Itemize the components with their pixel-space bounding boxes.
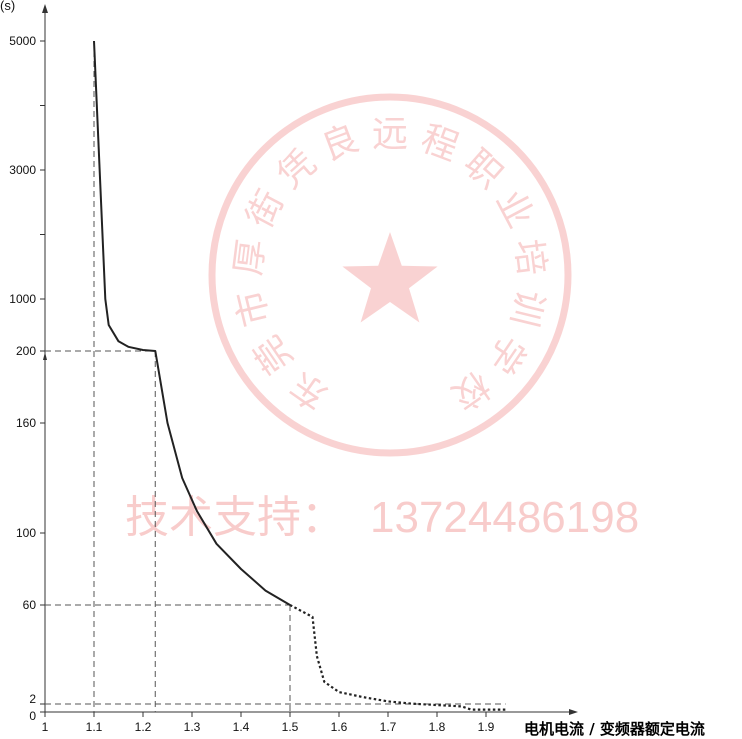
x-tick-label: 1.7 — [380, 720, 397, 734]
seal-char: 良 — [316, 118, 364, 169]
series-line-dotted — [289, 604, 506, 711]
x-tick-label: 1.5 — [282, 720, 299, 734]
y-tick-label: 1000 — [9, 292, 36, 306]
y-tick-label: 60 — [23, 598, 37, 612]
seal-char: 培 — [507, 237, 552, 278]
seal-star-icon — [342, 232, 438, 323]
series-line-solid — [93, 40, 291, 606]
y-tick-label: 200 — [16, 344, 36, 358]
x-tick-label: 1.3 — [184, 720, 201, 734]
y-tick-label: 5000 — [9, 34, 36, 48]
watermark-seal: 东莞市厚街凭良远程职业培训学校 — [208, 93, 572, 457]
y-tick-label: 0 — [29, 709, 36, 723]
x-tick-label: 1.1 — [86, 720, 103, 734]
seal-char: 训 — [502, 286, 550, 331]
y-tick-label: 3000 — [9, 163, 36, 177]
y-tick-label: 100 — [16, 526, 36, 540]
seal-char: 远 — [372, 114, 408, 155]
seal-char: 业 — [488, 184, 541, 235]
y-axis-break-arrow-icon — [43, 352, 47, 360]
x-ticks: 1 1.1 1.2 1.3 1.4 1.5 1.6 1.7 1.8 1.9 — [42, 712, 495, 734]
axes — [42, 4, 578, 715]
y-ticks: 0 2 60 100 160 200 1000 3000 5000 — [9, 34, 45, 723]
x-axis-title: 电机电流 / 变频器额定电流 — [524, 720, 705, 738]
seal-ring — [208, 93, 572, 457]
x-tick-label: 1.4 — [233, 720, 250, 734]
x-tick-label: 1.8 — [429, 720, 446, 734]
seal-char: 东 — [283, 363, 336, 417]
seal-char: 市 — [229, 286, 277, 331]
y-tick-label: 160 — [16, 416, 36, 430]
y-tick-label: 2 — [29, 692, 36, 706]
support-watermark: 技术支持： 13724486198 — [125, 492, 639, 543]
seal-char: 程 — [416, 118, 464, 169]
support-label: 技术支持： — [125, 492, 345, 543]
seal-char: 街 — [239, 184, 292, 235]
y-axis-arrow-icon — [42, 4, 48, 13]
x-tick-label: 1.9 — [478, 720, 495, 734]
x-tick-label: 1.6 — [331, 720, 348, 734]
seal-char: 莞 — [247, 328, 301, 381]
seal-char: 学 — [479, 328, 533, 381]
y-axis-unit: (s) — [0, 0, 15, 13]
seal-char: 职 — [456, 142, 510, 197]
seal-char: 校 — [444, 363, 497, 417]
x-tick-label: 1 — [42, 720, 49, 734]
seal-char: 厚 — [228, 237, 273, 278]
x-tick-label: 1.2 — [135, 720, 152, 734]
series-group — [93, 40, 506, 711]
seal-char: 凭 — [270, 142, 324, 197]
x-axis-arrow-icon — [569, 709, 578, 715]
support-number: 13724486198 — [370, 493, 639, 542]
